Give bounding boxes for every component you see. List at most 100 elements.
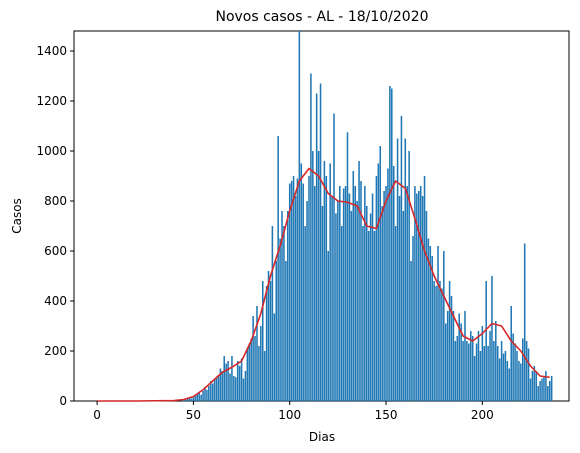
bar xyxy=(240,358,243,401)
bar xyxy=(452,311,455,401)
bar xyxy=(298,31,301,401)
bar xyxy=(358,161,360,401)
bar xyxy=(402,211,405,401)
bar xyxy=(281,211,283,401)
bar xyxy=(547,386,549,401)
bar xyxy=(454,341,457,401)
y-tick-label: 600 xyxy=(44,244,67,258)
bar xyxy=(416,193,418,401)
bar xyxy=(423,176,426,401)
bar xyxy=(373,231,376,401)
bar xyxy=(350,211,353,401)
bar xyxy=(267,271,270,401)
bar xyxy=(244,371,247,401)
bar xyxy=(192,397,195,401)
bar xyxy=(418,191,420,401)
bar xyxy=(377,163,380,401)
plot-area xyxy=(73,30,570,402)
bar xyxy=(339,186,341,401)
bar xyxy=(504,351,507,401)
bar xyxy=(364,186,366,401)
bar xyxy=(319,83,322,401)
bar xyxy=(194,396,197,401)
bar xyxy=(466,341,468,401)
y-tick-label: 1200 xyxy=(36,94,67,108)
bar xyxy=(263,351,266,401)
bar xyxy=(273,313,276,401)
bar xyxy=(448,281,451,401)
bar xyxy=(450,296,453,401)
trend-line-series xyxy=(97,167,550,402)
bar xyxy=(190,398,193,401)
bar xyxy=(213,379,216,401)
bar xyxy=(404,138,407,401)
bar xyxy=(527,348,530,401)
bar xyxy=(391,88,393,401)
bar xyxy=(477,331,480,401)
bar xyxy=(329,163,331,401)
y-tick-label: 1400 xyxy=(36,44,67,58)
bar xyxy=(439,281,441,401)
bar xyxy=(217,376,220,401)
bar xyxy=(523,243,526,401)
bar xyxy=(510,306,512,401)
bar xyxy=(229,373,231,401)
bar xyxy=(548,381,551,401)
y-tick-label: 800 xyxy=(44,194,67,208)
bar xyxy=(491,276,493,401)
bar xyxy=(458,313,460,401)
bar xyxy=(235,377,237,401)
bar xyxy=(360,181,362,401)
bar xyxy=(202,391,204,401)
bar xyxy=(186,399,189,401)
bar xyxy=(425,211,428,401)
chart-title: Novos casos - AL - 18/10/2020 xyxy=(215,9,428,25)
bar xyxy=(514,343,516,401)
bar xyxy=(533,366,536,401)
bar xyxy=(481,326,484,401)
bar xyxy=(277,136,279,401)
y-tick-label: 0 xyxy=(59,394,67,408)
bar xyxy=(310,73,312,401)
bar xyxy=(208,386,210,401)
bar xyxy=(231,356,233,401)
bar xyxy=(362,226,364,401)
x-tick-label: 200 xyxy=(471,408,494,422)
x-tick-label: 0 xyxy=(93,408,101,422)
bar xyxy=(537,386,539,401)
bar xyxy=(437,246,439,401)
bar xyxy=(375,176,378,401)
bar xyxy=(283,226,285,401)
x-axis-label: Dias xyxy=(309,430,335,444)
bar xyxy=(470,331,472,401)
x-axis-ticks: 0 50 100 150 200 xyxy=(93,401,494,422)
bar xyxy=(406,186,408,401)
bar xyxy=(313,186,316,401)
bar xyxy=(227,361,229,401)
bar xyxy=(550,376,553,401)
bar xyxy=(348,193,351,401)
bar xyxy=(500,341,503,401)
bar xyxy=(410,261,412,401)
bar xyxy=(221,371,224,401)
bar xyxy=(265,286,268,401)
bar xyxy=(285,261,287,401)
bar xyxy=(493,341,495,401)
bar xyxy=(333,113,335,401)
bar xyxy=(479,351,482,401)
y-tick-label: 1000 xyxy=(36,144,67,158)
bar xyxy=(460,323,462,401)
bar xyxy=(335,213,337,401)
bar xyxy=(327,251,330,401)
x-tick-label: 150 xyxy=(375,408,398,422)
y-tick-label: 400 xyxy=(44,294,67,308)
bar xyxy=(183,400,185,401)
bar xyxy=(312,151,314,401)
bar xyxy=(317,151,320,401)
bar xyxy=(381,206,383,401)
bar xyxy=(294,196,297,401)
bar xyxy=(545,371,547,401)
bar xyxy=(383,191,385,401)
bar xyxy=(260,326,262,401)
